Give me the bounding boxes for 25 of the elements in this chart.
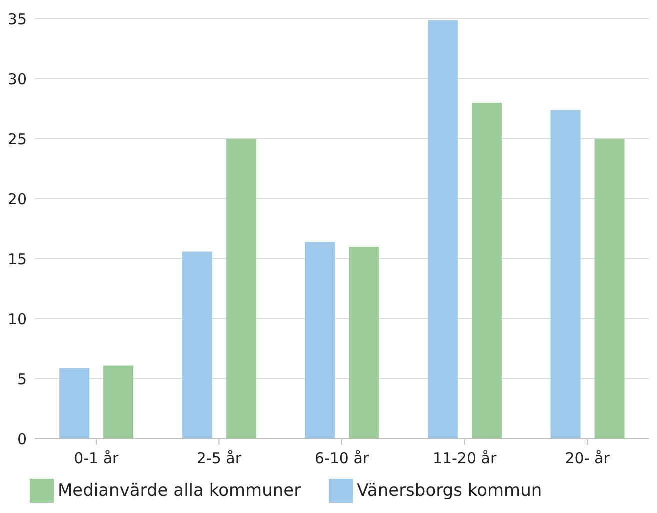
bar: [472, 103, 502, 439]
legend-label: Vänersborgs kommun: [357, 480, 542, 501]
x-tick-label: 6-10 år: [314, 450, 370, 468]
x-tick-label: 20- år: [565, 450, 611, 468]
bar: [349, 247, 380, 439]
y-tick-label: 5: [17, 370, 27, 388]
y-tick-label: 10: [8, 310, 27, 328]
x-tick-label: 2-5 år: [196, 450, 242, 468]
bar: [594, 139, 625, 439]
bar: [182, 252, 212, 439]
x-tick-label: 11-20 år: [432, 450, 498, 468]
y-tick-label: 15: [8, 250, 27, 268]
bar: [226, 139, 256, 439]
bar: [60, 368, 90, 439]
y-tick-label: 30: [8, 70, 27, 88]
y-tick-label: 35: [8, 10, 27, 28]
y-tick-label: 0: [17, 430, 27, 448]
bar: [305, 242, 336, 439]
bar: [550, 110, 581, 439]
bar: [104, 366, 134, 439]
x-tick-label: 0-1 år: [74, 450, 120, 468]
legend-label: Medianvärde alla kommuner: [58, 480, 302, 501]
bar: [428, 20, 458, 439]
y-tick-label: 20: [8, 190, 27, 208]
y-tick-label: 25: [8, 130, 27, 148]
